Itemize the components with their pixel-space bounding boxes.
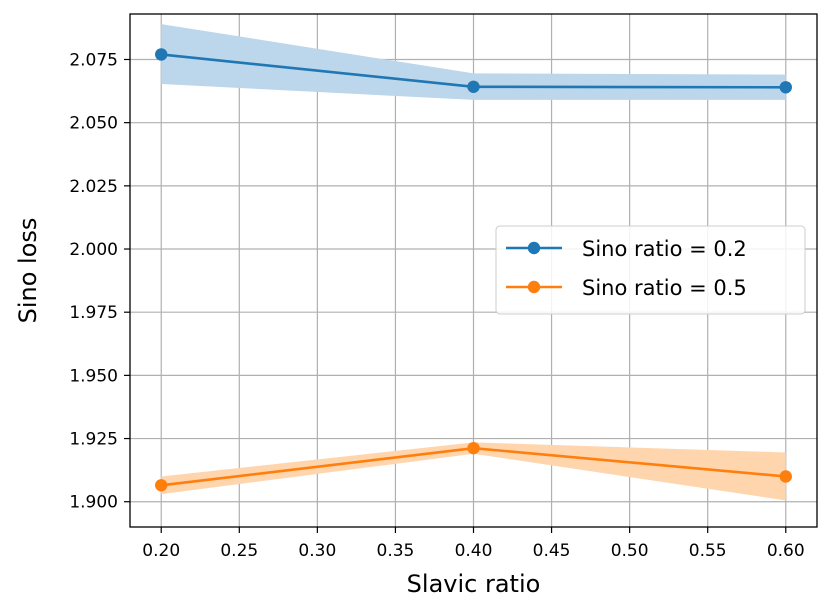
data-point-series-1	[779, 81, 792, 94]
data-point-series-2	[779, 470, 792, 483]
y-tick-label: 2.075	[69, 50, 118, 70]
confidence-band-series-2	[161, 442, 786, 501]
y-tick-label: 1.900	[69, 493, 118, 513]
x-tick-label: 0.25	[220, 541, 258, 561]
legend: Sino ratio = 0.2 Sino ratio = 0.5	[495, 225, 806, 315]
legend-box	[495, 225, 806, 315]
y-tick-label: 1.950	[69, 366, 118, 386]
y-tick-label: 2.000	[69, 240, 118, 260]
x-tick-label: 0.60	[767, 541, 805, 561]
x-axis-ticks: 0.20 0.25 0.30 0.35 0.40 0.45 0.50 0.55 0.60	[142, 527, 805, 561]
data-point-series-1	[155, 48, 168, 61]
x-tick-label: 0.50	[611, 541, 649, 561]
data-point-series-1	[467, 80, 480, 93]
x-tick-label: 0.35	[377, 541, 415, 561]
x-tick-label: 0.20	[142, 541, 180, 561]
x-tick-label: 0.45	[533, 541, 571, 561]
legend-items: Sino ratio = 0.2 Sino ratio = 0.5	[506, 237, 747, 300]
y-tick-label: 2.025	[69, 177, 118, 197]
y-tick-label: 1.975	[69, 303, 118, 323]
y-axis-ticks: 1.900 1.925 1.950 1.975 2.000 2.025 2.050 2.075	[69, 50, 130, 513]
confidence-bands	[161, 24, 786, 501]
legend-label-series-1: Sino ratio = 0.2	[582, 237, 747, 261]
y-tick-label: 1.925	[69, 430, 118, 450]
y-axis-title: Sino loss	[14, 218, 42, 324]
legend-label-series-2: Sino ratio = 0.5	[582, 276, 747, 300]
confidence-band-series-1	[161, 24, 786, 100]
legend-marker-series-1	[527, 241, 541, 255]
y-tick-label: 2.050	[69, 114, 118, 134]
x-tick-label: 0.40	[455, 541, 493, 561]
data-point-series-2	[467, 441, 480, 455]
data-point-series-2	[155, 479, 168, 492]
legend-marker-series-2	[527, 280, 541, 294]
x-tick-label: 0.55	[689, 541, 727, 561]
x-axis-title: Slavic ratio	[407, 570, 541, 598]
series-markers	[155, 48, 792, 492]
x-tick-label: 0.30	[298, 541, 336, 561]
